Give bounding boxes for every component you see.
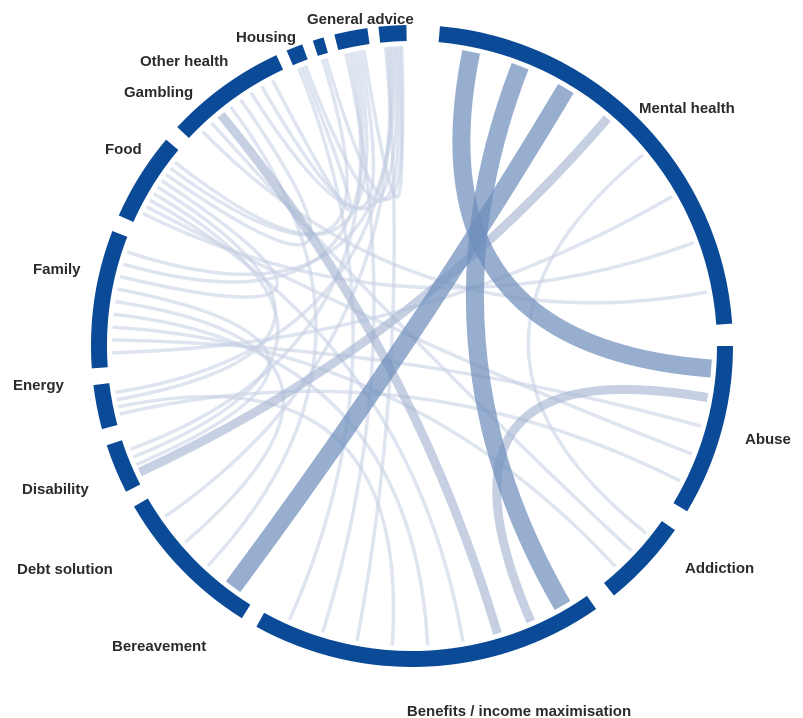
- segment-arc-mental-health: [438, 26, 733, 325]
- segment-arc-bereavement: [134, 498, 251, 619]
- ribbon-mental-health-to-food: [201, 130, 708, 305]
- segment-label-debt-solution: Debt solution: [17, 561, 113, 578]
- segment-label-energy: Energy: [13, 377, 65, 394]
- segment-arc-debt-solution: [106, 440, 141, 492]
- ribbon-benefits-to-family: [149, 198, 465, 642]
- segment-label-disability: Disability: [22, 481, 89, 498]
- ribbon-gambling-to-general-advice: [303, 46, 401, 203]
- segment-label-gambling: Gambling: [124, 84, 193, 101]
- segment-arc-family: [118, 139, 179, 222]
- segment-arc-energy: [90, 230, 128, 369]
- segment-arc-housing: [334, 28, 370, 51]
- segment-label-housing: Housing: [236, 29, 296, 46]
- segment-arc-benefits: [256, 595, 597, 667]
- ribbon-mental-health-to-bereavement: [225, 83, 574, 593]
- ribbon-food-to-gambling: [271, 66, 353, 212]
- ribbon-debt-solution-to-energy: [117, 287, 272, 467]
- segment-label-group: Mental health Abuse Addiction Benefits / in…: [13, 11, 791, 718]
- ribbon-mental-health-to-addiction: [526, 153, 648, 535]
- ribbon-abuse-to-energy: [112, 338, 702, 428]
- ribbon-group: [112, 46, 712, 646]
- ribbon-debt-solution-to-housing: [129, 52, 363, 451]
- segment-arc-group: [90, 25, 733, 667]
- segment-arc-food: [177, 55, 284, 138]
- segment-arc-gambling: [286, 44, 308, 66]
- segment-label-other-health: Other health: [140, 53, 228, 70]
- segment-label-food: Food: [105, 141, 142, 158]
- ribbon-mental-health-to-debt-solution: [137, 115, 611, 477]
- ribbon-energy-to-family: [119, 179, 279, 299]
- segment-label-addiction: Addiction: [685, 560, 754, 577]
- ribbon-mental-health-to-benefits: [466, 62, 571, 611]
- ribbon-disability-to-family: [116, 185, 278, 402]
- ribbon-energy-to-general-advice: [126, 46, 396, 276]
- ribbon-other-health-to-general-advice: [324, 46, 405, 201]
- ribbon-disability-to-general-advice: [115, 46, 394, 395]
- ribbon-mental-health-to-abuse: [452, 50, 712, 378]
- ribbon-mental-health-to-family: [142, 211, 695, 290]
- segment-arc-addiction: [603, 520, 675, 596]
- ribbon-family-to-housing: [169, 50, 369, 237]
- segment-arc-general-advice: [378, 25, 407, 43]
- segment-label-bereavement: Bereavement: [112, 638, 206, 655]
- segment-label-benefits: Benefits / income maximisation: [407, 703, 631, 718]
- ribbon-food-to-housing: [260, 50, 376, 210]
- segment-arc-disability: [93, 383, 118, 430]
- ribbon-family-to-food: [164, 98, 313, 247]
- segment-label-family: Family: [33, 261, 81, 278]
- ribbon-family-to-other-health: [173, 59, 349, 236]
- segment-label-mental-health: Mental health: [639, 100, 735, 117]
- ribbon-bereavement-to-energy: [115, 299, 285, 544]
- segment-arc-other-health: [312, 37, 328, 56]
- ribbon-benefits-to-energy: [113, 312, 430, 646]
- segment-arc-abuse: [673, 346, 733, 512]
- ribbon-bereavement-to-food: [206, 105, 318, 568]
- ribbon-food-to-general-advice: [249, 46, 399, 211]
- ribbon-abuse-to-benefits: [492, 385, 709, 624]
- segment-label-abuse: Abuse: [745, 431, 791, 448]
- segment-label-general-advice: General advice: [307, 11, 414, 28]
